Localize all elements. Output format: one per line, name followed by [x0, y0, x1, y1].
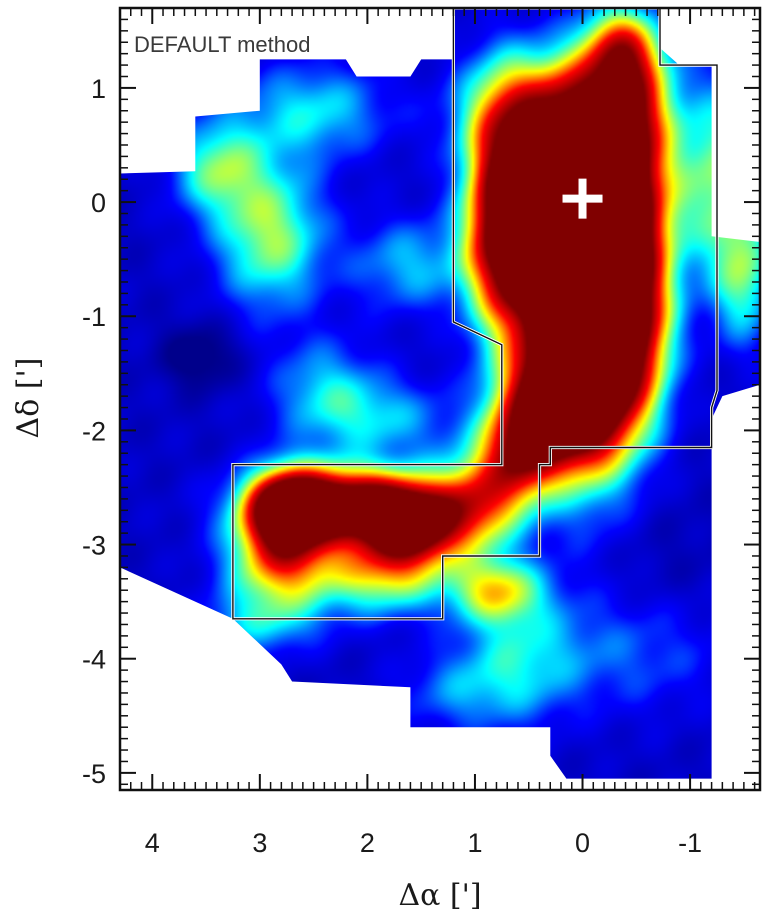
y-axis-label: Δδ [']	[11, 358, 46, 439]
y-tick-label: -5	[82, 759, 106, 789]
y-tick-label: 0	[91, 188, 106, 218]
cross-marker	[562, 178, 603, 219]
y-tick-label: -2	[82, 416, 106, 446]
y-tick-label: -1	[82, 302, 106, 332]
x-tick-label: 3	[252, 828, 267, 858]
marker-layer	[562, 178, 603, 219]
x-tick-label: 2	[360, 828, 375, 858]
y-tick-label: 1	[91, 74, 106, 104]
x-tick-label: 1	[467, 828, 482, 858]
contour-outline	[232, 8, 718, 620]
y-tick-label: -4	[82, 645, 106, 675]
x-tick-label: 4	[145, 828, 160, 858]
x-tick-label: -1	[678, 828, 702, 858]
axes: 4 3 2 1 0 -1 1 0 -1 -2 -3 -4 -5	[82, 6, 762, 858]
x-axis-label: Δα [']	[398, 878, 481, 913]
x-tick-label: 0	[575, 828, 590, 858]
contour-layer	[231, 8, 719, 621]
y-tick-label: -3	[82, 531, 106, 561]
plot-frame	[118, 6, 762, 792]
panel-label: DEFAULT method	[134, 32, 310, 57]
